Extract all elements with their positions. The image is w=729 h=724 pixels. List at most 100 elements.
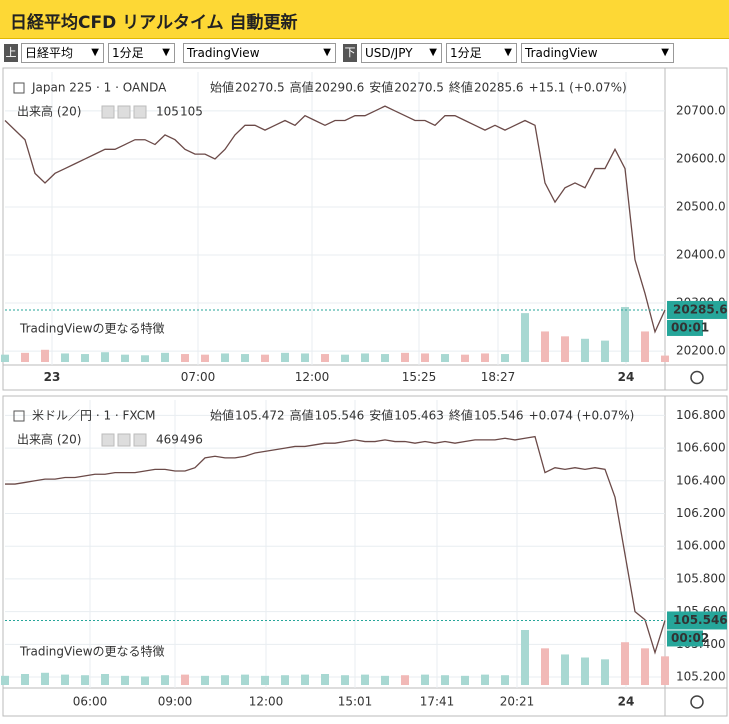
volume-bar xyxy=(361,353,369,362)
upper-label: 上 xyxy=(4,44,18,62)
volume-bar xyxy=(261,354,269,362)
x-tick-label: 12:00 xyxy=(295,370,330,384)
volume-bar xyxy=(481,353,489,362)
price-tag-text: 105.546 xyxy=(673,613,728,627)
volume-ma: 105 xyxy=(180,105,203,119)
volume-bar xyxy=(1,675,9,685)
ohlc-high: 105.546 xyxy=(315,409,365,423)
x-tick-label: 15:01 xyxy=(338,695,373,709)
volume-bar xyxy=(141,355,149,362)
y-tick-label: 106.200 xyxy=(676,506,726,520)
ohlc-low-label: 安値 xyxy=(369,80,393,95)
select-text: USD/JPY xyxy=(365,46,413,60)
legend-title: 米ドル／円 · 1 · FXCM xyxy=(32,409,156,423)
volume-icon xyxy=(117,105,131,119)
volume-bar xyxy=(401,675,409,685)
volume-bar xyxy=(401,352,409,362)
volume-bar xyxy=(81,675,89,685)
volume-bar xyxy=(201,354,209,362)
ohlc-open-label: 始値 xyxy=(210,80,234,95)
x-tick-label: 23 xyxy=(44,370,61,384)
price-line xyxy=(4,105,666,334)
watermark: TradingViewの更なる特徴 xyxy=(19,321,165,336)
volume-bar xyxy=(461,675,469,685)
volume-bar xyxy=(441,675,449,685)
price-line xyxy=(5,435,666,655)
y-tick-label: 20600.0 xyxy=(676,151,726,165)
volume-bar xyxy=(121,354,129,362)
volume-value: 105 xyxy=(156,105,179,119)
y-tick-label: 105.200 xyxy=(676,670,726,684)
y-tick-label: 105.800 xyxy=(676,571,726,585)
interval-select[interactable]: 1分足 ▼ xyxy=(108,43,175,63)
volume-bar xyxy=(261,675,269,685)
select-text: TradingView xyxy=(187,46,260,60)
volume-bar xyxy=(81,354,89,362)
x-tick-label: 07:00 xyxy=(181,370,216,384)
volume-bar xyxy=(121,675,129,685)
source-select[interactable]: TradingView ▼ xyxy=(183,43,336,63)
volume-bar xyxy=(521,313,529,362)
volume-bar xyxy=(541,331,549,362)
volume-bar xyxy=(281,352,289,362)
ohlc-open: 105.472 xyxy=(235,409,285,423)
ohlc-low: 105.463 xyxy=(394,409,444,423)
y-tick-label: 106.600 xyxy=(676,441,726,455)
symbol-select[interactable]: 日経平均 ▼ xyxy=(21,43,104,63)
symbol-select[interactable]: USD/JPY ▼ xyxy=(361,43,442,63)
collapse-icon xyxy=(13,410,25,422)
x-tick-label: 09:00 xyxy=(158,695,193,709)
x-tick-label: 17:41 xyxy=(420,695,455,709)
x-tick-label: 20:21 xyxy=(500,695,535,709)
x-tick-label: 15:25 xyxy=(402,370,437,384)
volume-bar xyxy=(201,675,209,685)
ohlc-open: 20270.5 xyxy=(235,81,285,95)
volume-bar xyxy=(501,675,509,685)
volume-bar xyxy=(161,352,169,362)
select-text: 日経平均 xyxy=(25,46,74,60)
ohlc-low: 20270.5 xyxy=(394,81,444,95)
volume-bar xyxy=(181,354,189,362)
volume-bar xyxy=(501,354,509,362)
volume-bar xyxy=(421,353,429,362)
countdown-tag xyxy=(667,319,703,336)
y-tick-label: 106.000 xyxy=(676,539,726,553)
volume-bar xyxy=(1,354,9,362)
y-tick-label: 20700.0 xyxy=(676,103,726,117)
volume-bar xyxy=(601,340,609,362)
volume-bar xyxy=(361,674,369,685)
volume-label: 出来高 (20) xyxy=(17,104,81,119)
volume-bar xyxy=(21,674,29,685)
y-tick-label: 106.800 xyxy=(676,408,726,422)
y-tick-label: 20500.0 xyxy=(676,199,726,213)
volume-bar xyxy=(61,353,69,362)
interval-select[interactable]: 1分足 ▼ xyxy=(446,43,517,63)
volume-bar xyxy=(521,630,529,685)
volume-bar xyxy=(241,354,249,362)
ohlc-high: 20290.6 xyxy=(315,81,365,95)
lower-label: 下 xyxy=(343,44,357,62)
ohlc-low-label: 安値 xyxy=(369,408,393,423)
y-tick-label: 20400.0 xyxy=(676,248,726,262)
volume-bar xyxy=(461,354,469,362)
volume-label: 出来高 (20) xyxy=(17,432,81,447)
source-select[interactable]: TradingView ▼ xyxy=(521,43,674,63)
volume-bar xyxy=(581,657,589,685)
ohlc-high-label: 高値 xyxy=(290,408,314,423)
ohlc-close-label: 終値 xyxy=(449,408,473,423)
volume-bar xyxy=(341,354,349,362)
volume-bar xyxy=(641,648,649,685)
watermark: TradingViewの更なる特徴 xyxy=(19,644,165,659)
ohlc-close: 20285.6 xyxy=(474,81,524,95)
volume-bar xyxy=(621,642,629,685)
volume-bar xyxy=(101,674,109,685)
volume-bar xyxy=(381,354,389,362)
volume-bar xyxy=(41,349,49,362)
volume-bar xyxy=(541,648,549,685)
y-tick-label: 20200.0 xyxy=(676,344,726,358)
x-tick-label: 24 xyxy=(618,370,635,384)
volume-bar xyxy=(321,674,329,685)
volume-bar xyxy=(561,654,569,685)
volume-bar xyxy=(621,307,629,362)
x-tick-label: 18:27 xyxy=(481,370,516,384)
